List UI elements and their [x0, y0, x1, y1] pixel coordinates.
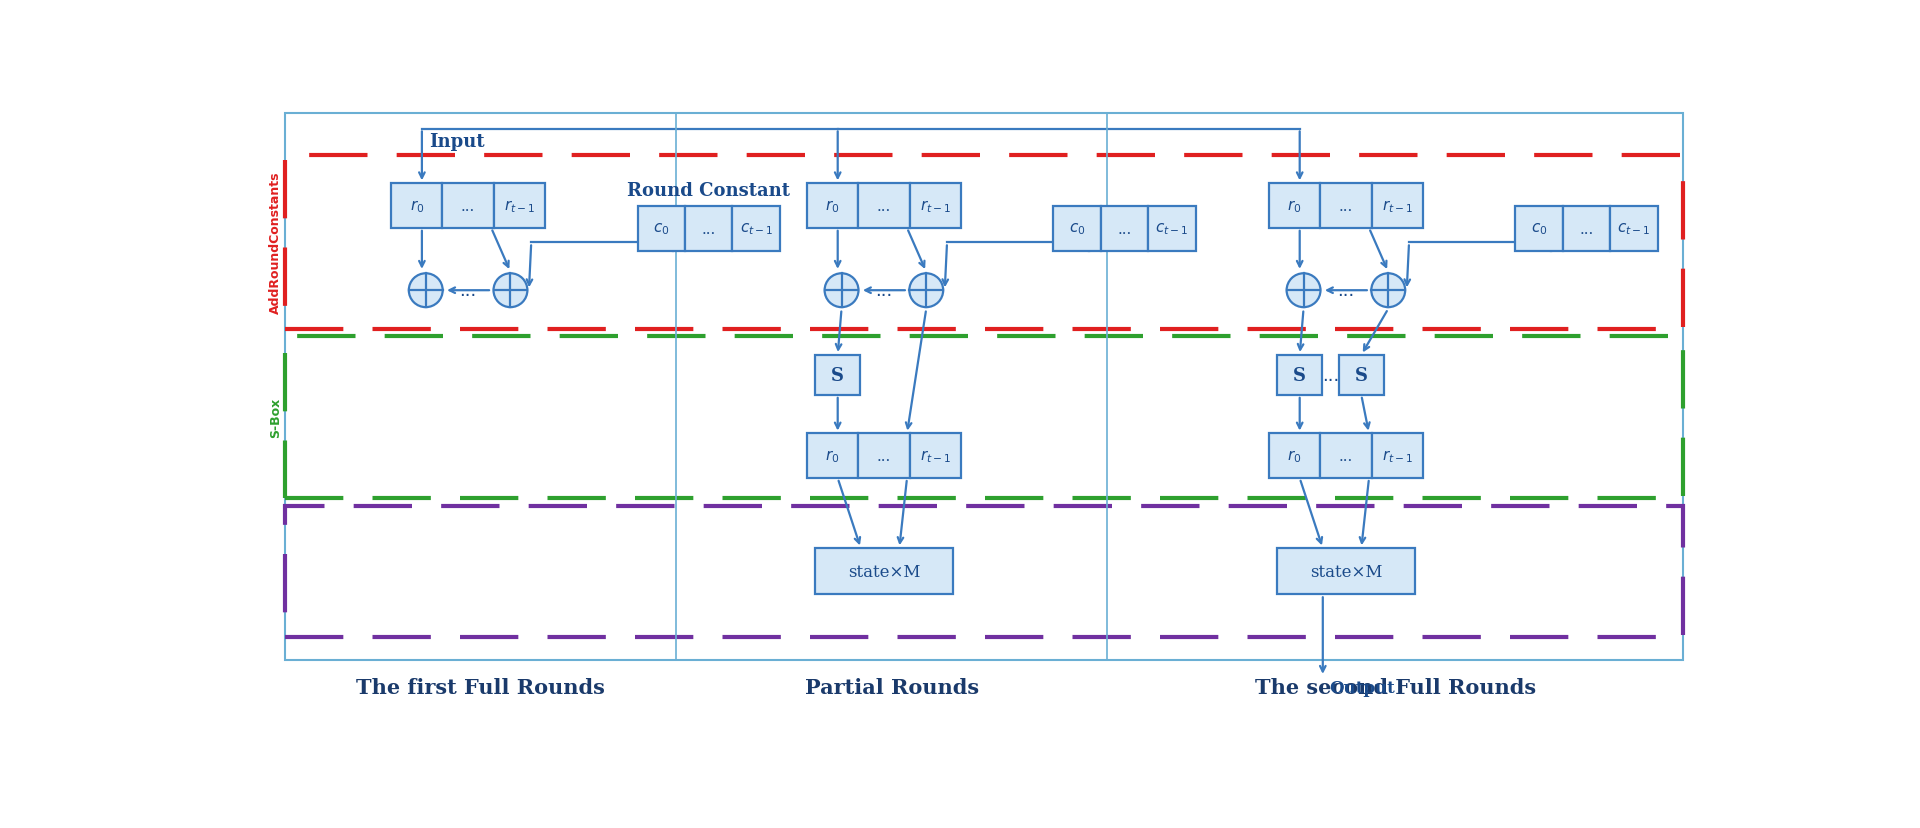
FancyBboxPatch shape	[732, 207, 780, 252]
Text: $c_{t-1}$: $c_{t-1}$	[1156, 222, 1188, 237]
Text: $c_{t-1}$: $c_{t-1}$	[739, 222, 774, 237]
FancyBboxPatch shape	[1563, 207, 1611, 252]
FancyBboxPatch shape	[493, 184, 545, 229]
Text: S-Box: S-Box	[269, 397, 282, 438]
Text: ...: ...	[701, 223, 716, 236]
Text: $r_0$: $r_0$	[409, 198, 424, 214]
Text: ...: ...	[1336, 282, 1354, 300]
FancyBboxPatch shape	[806, 434, 858, 479]
Text: Output: Output	[1329, 679, 1394, 696]
Text: $c_0$: $c_0$	[653, 222, 670, 237]
Text: S: S	[1294, 367, 1306, 384]
Text: S: S	[1356, 367, 1367, 384]
Text: Round Constant: Round Constant	[628, 181, 791, 200]
Text: ...: ...	[877, 450, 891, 463]
Text: ...: ...	[461, 200, 476, 214]
Text: state×M: state×M	[847, 563, 920, 580]
FancyBboxPatch shape	[685, 207, 732, 252]
Text: $r_0$: $r_0$	[1288, 198, 1302, 214]
Text: ...: ...	[877, 200, 891, 214]
FancyBboxPatch shape	[910, 434, 960, 479]
FancyBboxPatch shape	[442, 184, 493, 229]
Bar	[284, 337, 1684, 498]
FancyBboxPatch shape	[392, 184, 442, 229]
Text: Input: Input	[430, 133, 486, 152]
Circle shape	[1371, 274, 1405, 308]
FancyBboxPatch shape	[1338, 355, 1384, 396]
Text: $c_0$: $c_0$	[1069, 222, 1085, 237]
FancyBboxPatch shape	[1054, 207, 1100, 252]
Bar	[284, 114, 1684, 660]
Circle shape	[409, 274, 444, 308]
Text: $r_0$: $r_0$	[826, 448, 839, 465]
Text: $r_{t-1}$: $r_{t-1}$	[1382, 448, 1413, 465]
FancyBboxPatch shape	[858, 184, 910, 229]
FancyBboxPatch shape	[1100, 207, 1148, 252]
Text: ...: ...	[1338, 200, 1354, 214]
Text: S: S	[831, 367, 845, 384]
FancyBboxPatch shape	[1277, 355, 1323, 396]
FancyBboxPatch shape	[1269, 184, 1321, 229]
Circle shape	[493, 274, 528, 308]
Circle shape	[910, 274, 943, 308]
Text: AddRoundConstants: AddRoundConstants	[269, 171, 282, 314]
Text: $r_{t-1}$: $r_{t-1}$	[920, 198, 950, 214]
FancyBboxPatch shape	[814, 548, 952, 595]
Bar	[284, 156, 1684, 330]
FancyBboxPatch shape	[858, 434, 910, 479]
Text: $r_0$: $r_0$	[826, 198, 839, 214]
Text: ...: ...	[459, 282, 476, 300]
FancyBboxPatch shape	[1277, 548, 1415, 595]
FancyBboxPatch shape	[806, 184, 858, 229]
Text: $r_{t-1}$: $r_{t-1}$	[503, 198, 536, 214]
Text: ...: ...	[1321, 367, 1338, 384]
Text: ...: ...	[1338, 450, 1354, 463]
FancyBboxPatch shape	[1371, 434, 1423, 479]
Text: ...: ...	[1580, 223, 1594, 236]
FancyBboxPatch shape	[816, 355, 860, 396]
Text: $r_{t-1}$: $r_{t-1}$	[1382, 198, 1413, 214]
Text: $r_{t-1}$: $r_{t-1}$	[920, 448, 950, 465]
Text: $r_0$: $r_0$	[1288, 448, 1302, 465]
Bar	[284, 506, 1684, 637]
FancyBboxPatch shape	[1321, 434, 1371, 479]
Text: $c_{t-1}$: $c_{t-1}$	[1617, 222, 1651, 237]
FancyBboxPatch shape	[1148, 207, 1196, 252]
Text: $c_0$: $c_0$	[1530, 222, 1548, 237]
FancyBboxPatch shape	[1515, 207, 1563, 252]
FancyBboxPatch shape	[1371, 184, 1423, 229]
Text: ...: ...	[876, 282, 893, 300]
FancyBboxPatch shape	[1611, 207, 1657, 252]
FancyBboxPatch shape	[1269, 434, 1321, 479]
Circle shape	[824, 274, 858, 308]
Circle shape	[1286, 274, 1321, 308]
Text: The first Full Rounds: The first Full Rounds	[355, 677, 605, 697]
Text: state×M: state×M	[1309, 563, 1382, 580]
FancyBboxPatch shape	[637, 207, 685, 252]
Text: Partial Rounds: Partial Rounds	[804, 677, 979, 697]
FancyBboxPatch shape	[1321, 184, 1371, 229]
FancyBboxPatch shape	[910, 184, 960, 229]
Text: The second Full Rounds: The second Full Rounds	[1254, 677, 1536, 697]
Text: ...: ...	[1117, 223, 1131, 236]
